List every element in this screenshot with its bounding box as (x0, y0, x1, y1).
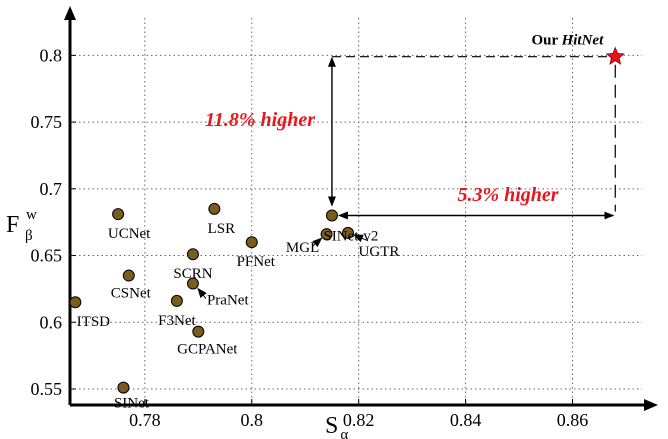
point-label-gcpanet: GCPANet (177, 342, 238, 358)
point-lsr (208, 202, 221, 215)
point-label-lsr: LSR (208, 221, 236, 237)
guide-lines (327, 56, 616, 220)
point-label-sinet-v2: SINet-v2 (323, 229, 378, 245)
point-scrn (186, 248, 199, 261)
point-f3net (170, 294, 183, 307)
annotation-higher-fbeta: 11.8% higher (205, 109, 315, 131)
annotation-higher-salpha: 5.3% higher (457, 184, 558, 206)
vertical-arrow-top-head (327, 56, 336, 67)
x-tick-label: 0.84 (450, 410, 482, 430)
point-label-ucnet: UCNet (108, 226, 151, 242)
x-tick-label: 0.82 (343, 410, 375, 430)
point-itsd (69, 296, 82, 309)
point-csnet (122, 269, 135, 282)
highlight-label-prefix: Our (531, 33, 561, 49)
x-tick-label: 0.78 (129, 410, 161, 430)
x-tick-label: 0.86 (557, 410, 589, 430)
point-label-pranet: PraNet (207, 293, 249, 309)
point-gcpanet (192, 325, 205, 338)
point-ugtr (341, 226, 354, 239)
axes: 0.78 0.8 0.82 0.84 0.86 0.55 0.6 0.65 0.7 0.75 0.8 (31, 6, 658, 430)
y-tick-label: 0.8 (40, 45, 63, 65)
point-label-csnet: CSNet (111, 286, 152, 302)
point-pranet (186, 277, 199, 290)
point-sinet (117, 381, 130, 394)
point-label-scrn: SCRN (173, 266, 212, 282)
y-axis-title-sub: β (25, 228, 33, 244)
x-axis-arrowhead (644, 399, 658, 411)
point-label-ugtr: UGTR (359, 244, 400, 260)
highlight-label-name: HitNet (561, 33, 604, 49)
y-tick-label: 0.65 (31, 246, 63, 266)
point-pfnet (245, 236, 258, 249)
data-points (69, 46, 625, 394)
y-tick-label: 0.7 (40, 179, 63, 199)
point-label-sinet: SINet (114, 396, 150, 412)
point-label-pfnet: PFNet (237, 254, 276, 270)
point-label-itsd: ITSD (77, 314, 111, 330)
horizontal-arrow-left-head (337, 211, 348, 220)
x-axis-title-sub: α (340, 427, 348, 439)
y-axis-title-main: F (6, 212, 19, 238)
leader-mgl (312, 237, 323, 248)
point-label-f3net: F3Net (158, 313, 196, 329)
point-label-mgl: MGL (286, 240, 319, 256)
leader-pranet (197, 287, 207, 299)
grid (70, 18, 642, 405)
y-tick-label: 0.55 (31, 379, 63, 399)
y-axis-arrowhead (64, 6, 76, 20)
highlight-label: Our HitNet (531, 33, 604, 49)
point-ucnet (112, 208, 125, 221)
point-mgl (320, 228, 333, 241)
leader-ugtr (353, 234, 369, 243)
y-tick-label: 0.6 (40, 312, 63, 332)
y-axis-title-sup: w (26, 207, 37, 223)
y-tick-label: 0.75 (31, 112, 63, 132)
x-tick-label: 0.8 (241, 410, 264, 430)
point-sinet-v2 (325, 209, 338, 222)
x-axis-title-main: S (325, 413, 338, 439)
highlight-star (605, 46, 625, 65)
